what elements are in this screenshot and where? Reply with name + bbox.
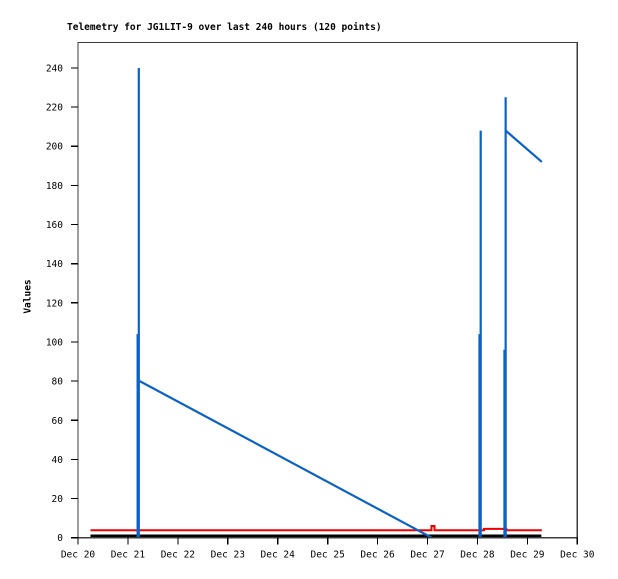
series-blue-segment	[504, 129, 543, 163]
y-tick-label: 80	[52, 377, 64, 388]
y-tick-label: 20	[52, 494, 64, 505]
y-tick-label: 200	[46, 142, 63, 153]
y-tick-label: 0	[57, 533, 63, 544]
y-tick-label: 60	[52, 416, 64, 427]
x-tick-label: Dec 27	[410, 550, 444, 561]
series-red-segment	[90, 524, 542, 532]
y-tick-label: 120	[46, 298, 63, 309]
y-tick-label: 160	[46, 220, 63, 231]
x-tick-label: Dec 28	[460, 550, 495, 561]
x-tick-label: Dec 20	[61, 550, 96, 561]
x-tick-label: Dec 24	[261, 550, 296, 561]
y-tick-label: 180	[46, 181, 63, 192]
y-tick-label: 40	[52, 455, 64, 466]
y-tick-label: 100	[46, 337, 63, 348]
x-tick-label: Dec 25	[310, 550, 344, 561]
chart-title: Telemetry for JG1LIT-9 over last 240 hou…	[67, 22, 382, 33]
plot-border	[77, 41, 578, 539]
y-tick-label: 220	[46, 103, 63, 114]
x-tick-label: Dec 23	[211, 550, 245, 561]
y-tick-label: 140	[46, 259, 63, 270]
x-tick-label: Dec 21	[111, 550, 146, 561]
x-tick-label: Dec 29	[510, 550, 545, 561]
y-tick-label: 240	[46, 63, 63, 74]
x-tick-label: Dec 30	[560, 550, 595, 561]
series-blue-segment	[139, 380, 433, 539]
x-tick-label: Dec 26	[360, 550, 395, 561]
y-axis-label: Values	[22, 279, 34, 314]
x-tick-label: Dec 22	[161, 550, 195, 561]
